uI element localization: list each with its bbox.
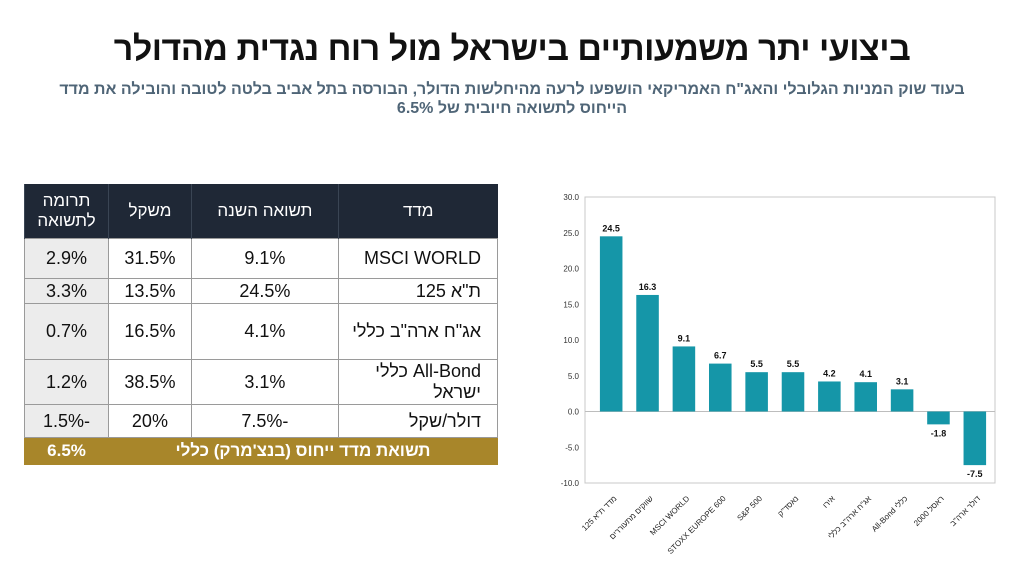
cell-return: 9.1% bbox=[190, 238, 339, 279]
cell-contribution: -1.5% bbox=[23, 404, 110, 438]
bar-data-label: 16.3 bbox=[639, 282, 657, 292]
category-label: נאסד"ק bbox=[776, 494, 800, 518]
page-subtitle: בעוד שוק המניות הגלובלי והאג"ח האמריקאי … bbox=[40, 80, 984, 118]
total-label: תשואת מדד ייחוס (בנצ'מרק) כללי bbox=[108, 437, 498, 465]
bar-data-label: 9.1 bbox=[678, 333, 691, 343]
y-tick-label: 30.0 bbox=[563, 193, 579, 202]
cell-weight: 13.5% bbox=[108, 278, 192, 304]
bar bbox=[890, 389, 914, 412]
header-return: תשואה השנה bbox=[190, 184, 339, 239]
bar-data-label: 3.1 bbox=[896, 376, 909, 386]
bar bbox=[745, 372, 768, 412]
bar-data-label: 5.5 bbox=[787, 359, 800, 369]
bar bbox=[854, 382, 877, 412]
header-weight: משקל bbox=[108, 184, 192, 239]
y-tick-label: -10.0 bbox=[561, 479, 580, 488]
cell-index: ת"א 125 bbox=[337, 278, 499, 304]
bar bbox=[781, 372, 805, 412]
table-row: דולר/שקל -7.5% 20% -1.5% bbox=[23, 404, 499, 438]
category-label: דולר ארה"ב bbox=[948, 494, 982, 528]
category-label: מדד ת"א 125 bbox=[580, 494, 619, 533]
bar-data-label: 4.1 bbox=[859, 369, 872, 379]
table-total-row: תשואת מדד ייחוס (בנצ'מרק) כללי 6.5% bbox=[23, 437, 498, 465]
cell-index: MSCI WORLD bbox=[337, 238, 499, 279]
page-title: ביצועי יתר משמעותיים בישראל מול רוח נגדי… bbox=[113, 30, 911, 68]
y-tick-label: -5.0 bbox=[565, 443, 579, 452]
cell-return: 4.1% bbox=[190, 303, 339, 360]
cell-weight: 16.5% bbox=[108, 303, 192, 360]
category-label: ראסל 2000 bbox=[912, 494, 946, 528]
cell-weight: 31.5% bbox=[108, 238, 192, 279]
subtitle-line-1: בעוד שוק המניות הגלובלי והאג"ח האמריקאי … bbox=[59, 81, 965, 98]
y-tick-label: 10.0 bbox=[563, 336, 579, 345]
cell-contribution: 3.3% bbox=[23, 278, 110, 304]
category-label: אירו bbox=[821, 494, 837, 510]
table-row: ת"א 125 24.5% 13.5% 3.3% bbox=[23, 278, 499, 304]
y-tick-label: 20.0 bbox=[563, 265, 579, 274]
cell-index: דולר/שקל bbox=[337, 404, 499, 438]
header-contribution: תרומה לתשואה bbox=[23, 184, 109, 239]
cell-return: 24.5% bbox=[190, 278, 339, 304]
bar bbox=[709, 363, 732, 412]
cell-contribution: 0.7% bbox=[23, 303, 110, 360]
bar bbox=[818, 381, 841, 412]
bars bbox=[599, 236, 987, 466]
cell-weight: 20% bbox=[108, 404, 192, 438]
bar bbox=[599, 236, 623, 412]
table-row: All-Bond כללי ישראל 3.1% 38.5% 1.2% bbox=[23, 359, 499, 405]
bar bbox=[963, 411, 987, 466]
y-tick-label: 5.0 bbox=[568, 372, 580, 381]
y-tick-label: 0.0 bbox=[568, 408, 580, 417]
cell-contribution: 1.2% bbox=[23, 359, 110, 405]
table-row: MSCI WORLD 9.1% 31.5% 2.9% bbox=[23, 238, 499, 279]
bar-data-label: 6.7 bbox=[714, 351, 727, 361]
bar-data-label: -7.5 bbox=[967, 469, 983, 479]
returns-table: מדד תשואה השנה משקל תרומה לתשואה MSCI WO… bbox=[23, 184, 499, 465]
table-header-row: מדד תשואה השנה משקל תרומה לתשואה bbox=[23, 184, 498, 239]
y-tick-label: 15.0 bbox=[563, 300, 579, 309]
category-label: S&P 500 bbox=[735, 494, 764, 523]
data-labels: 24.5 16.3 9.1 6.7 5.5 5.5 4.2 4.1 3.1 -1.8 -7.5 bbox=[602, 223, 982, 479]
bar bbox=[636, 294, 659, 412]
total-value: 6.5% bbox=[23, 437, 110, 465]
bar-data-label: 5.5 bbox=[750, 359, 763, 369]
cell-index: All-Bond כללי ישראל bbox=[337, 359, 499, 405]
subtitle-line-2: הייחוס לתשואה חיובית של 6.5% bbox=[396, 100, 628, 117]
returns-bar-chart: 30.0 25.0 20.0 15.0 10.0 5.0 0.0 -5.0 -10.0 24.5… bbox=[561, 193, 996, 556]
table-row: אג"ח ארה"ב כללי 4.1% 16.5% 0.7% bbox=[23, 303, 499, 360]
cell-return: 3.1% bbox=[190, 359, 339, 405]
cell-return: -7.5% bbox=[190, 404, 339, 438]
category-label: All-Bond כללי bbox=[870, 494, 910, 534]
bar bbox=[672, 346, 696, 412]
bar bbox=[927, 411, 950, 425]
bar-data-label: 24.5 bbox=[602, 223, 620, 233]
y-axis: 30.0 25.0 20.0 15.0 10.0 5.0 0.0 -5.0 -10.0 bbox=[561, 193, 580, 488]
header-index: מדד bbox=[337, 184, 498, 239]
y-tick-label: 25.0 bbox=[563, 229, 579, 238]
bar-data-label: -1.8 bbox=[931, 428, 947, 438]
bar-data-label: 4.2 bbox=[823, 368, 836, 378]
cell-weight: 38.5% bbox=[108, 359, 192, 405]
cell-contribution: 2.9% bbox=[23, 238, 110, 279]
cell-index: אג"ח ארה"ב כללי bbox=[337, 303, 499, 360]
